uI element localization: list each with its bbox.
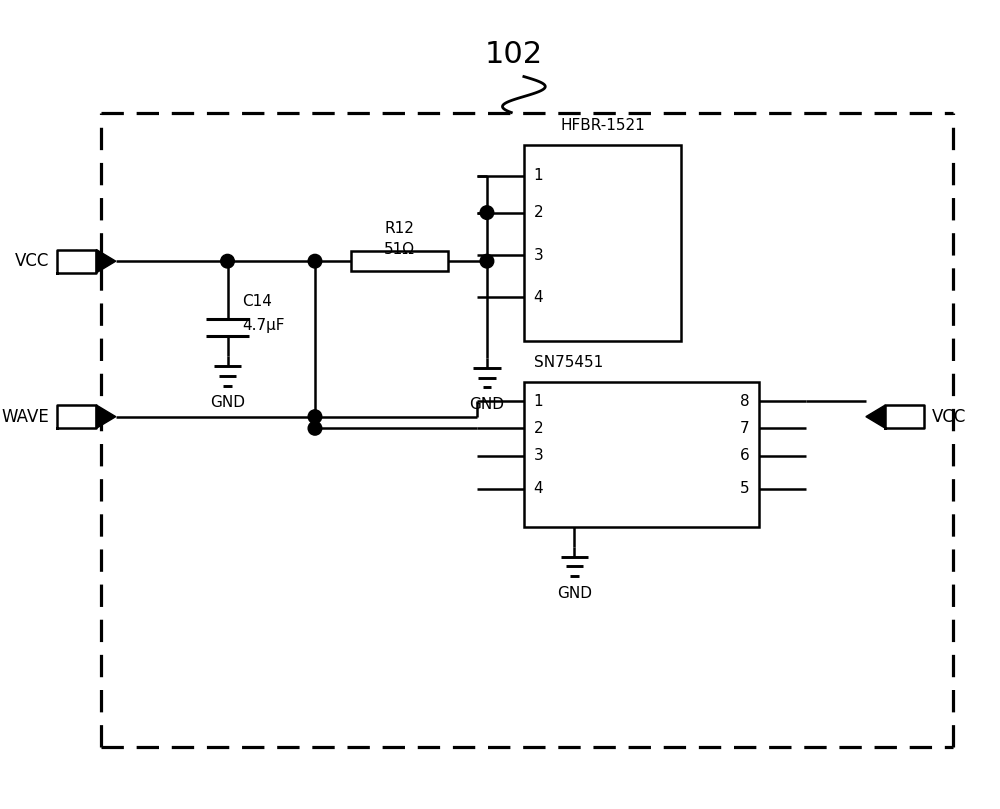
Text: 4.7μF: 4.7μF xyxy=(242,318,285,332)
Text: 3: 3 xyxy=(534,248,543,263)
Text: 2: 2 xyxy=(534,421,543,436)
Text: 51Ω: 51Ω xyxy=(384,242,415,257)
Text: 4: 4 xyxy=(534,290,543,305)
Text: 4: 4 xyxy=(534,481,543,496)
Text: 2: 2 xyxy=(534,205,543,220)
Text: 1: 1 xyxy=(534,168,543,183)
Text: 5: 5 xyxy=(740,481,749,496)
Circle shape xyxy=(480,205,494,219)
Text: SN75451: SN75451 xyxy=(534,354,603,370)
Text: VCC: VCC xyxy=(15,252,50,270)
FancyBboxPatch shape xyxy=(351,252,448,271)
Text: 7: 7 xyxy=(740,421,749,436)
Circle shape xyxy=(308,410,322,423)
Text: 3: 3 xyxy=(534,448,543,463)
Circle shape xyxy=(221,254,234,268)
Polygon shape xyxy=(96,405,116,428)
Circle shape xyxy=(308,254,322,268)
Text: VCC: VCC xyxy=(932,408,966,426)
Text: GND: GND xyxy=(557,586,592,601)
Text: HFBR-1521: HFBR-1521 xyxy=(560,117,645,133)
FancyBboxPatch shape xyxy=(524,382,759,527)
FancyBboxPatch shape xyxy=(524,145,681,341)
Circle shape xyxy=(480,254,494,268)
Text: C14: C14 xyxy=(242,294,272,310)
Text: 8: 8 xyxy=(740,394,749,409)
Text: GND: GND xyxy=(469,397,504,413)
Text: R12: R12 xyxy=(385,221,414,235)
Circle shape xyxy=(308,421,322,435)
Polygon shape xyxy=(96,249,116,273)
Polygon shape xyxy=(866,405,885,428)
Text: 102: 102 xyxy=(485,40,543,69)
Text: 1: 1 xyxy=(534,394,543,409)
Text: 6: 6 xyxy=(740,448,749,463)
Text: WAVE: WAVE xyxy=(2,408,50,426)
Text: GND: GND xyxy=(210,396,245,410)
